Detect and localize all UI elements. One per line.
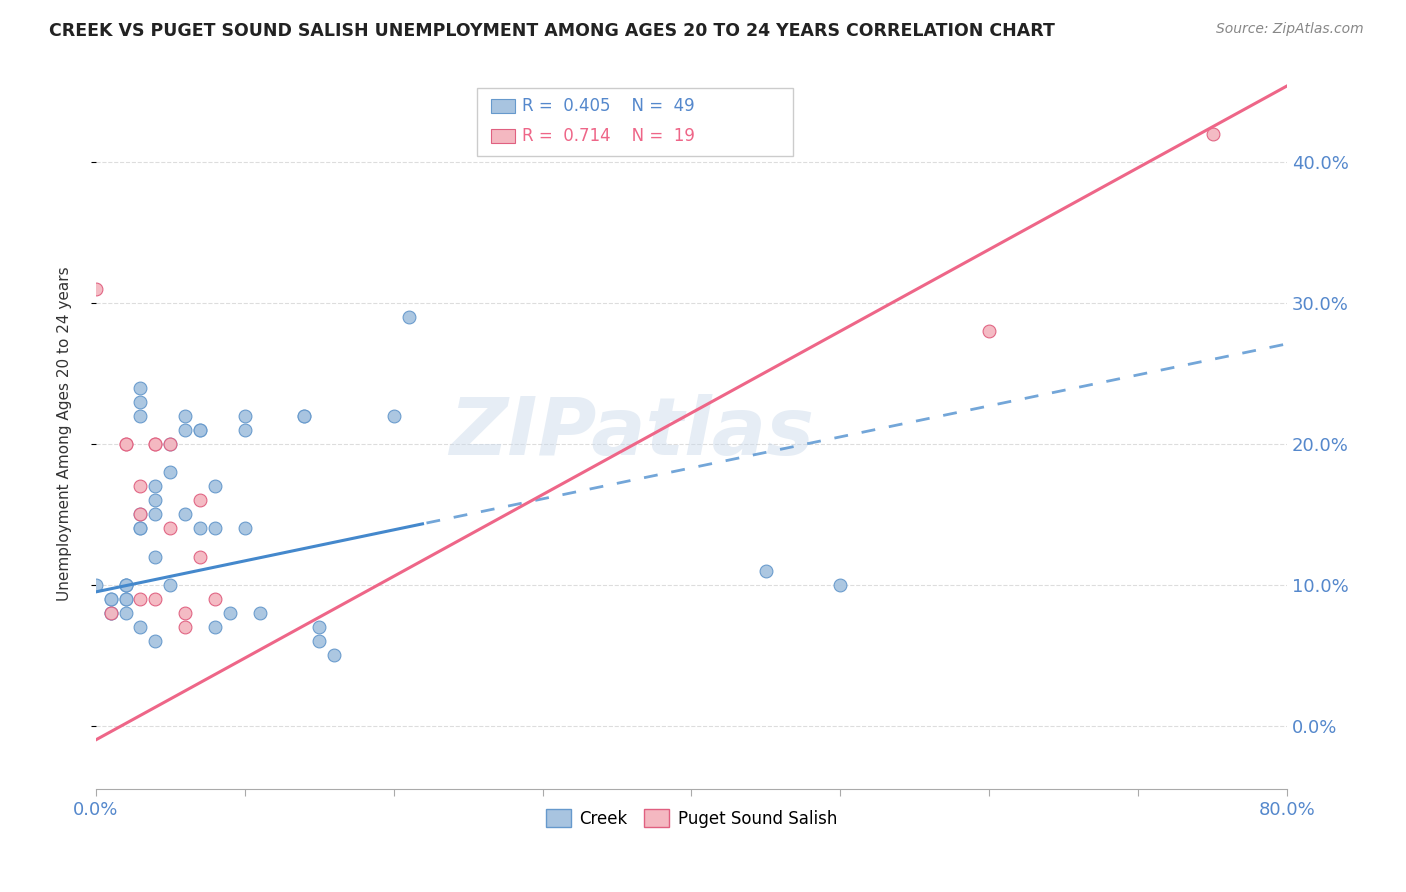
Point	[159, 437, 181, 451]
Point	[159, 465, 181, 479]
Y-axis label: Unemployment Among Ages 20 to 24 years: Unemployment Among Ages 20 to 24 years	[58, 266, 72, 600]
Point	[129, 508, 152, 522]
Point	[129, 508, 152, 522]
Point	[174, 423, 197, 437]
Point	[114, 437, 136, 451]
Point	[100, 591, 122, 606]
Text: R =  0.405    N =  49: R = 0.405 N = 49	[522, 97, 695, 115]
Point	[398, 310, 420, 324]
Text: Source: ZipAtlas.com: Source: ZipAtlas.com	[1216, 22, 1364, 37]
Point	[129, 591, 152, 606]
Point	[233, 423, 256, 437]
Point	[100, 606, 122, 620]
Point	[204, 591, 226, 606]
Point	[143, 493, 166, 508]
Point	[84, 578, 107, 592]
Point	[143, 437, 166, 451]
Point	[308, 620, 330, 634]
Point	[323, 648, 346, 663]
Point	[129, 521, 152, 535]
Point	[159, 578, 181, 592]
Point	[292, 409, 315, 423]
Point	[204, 620, 226, 634]
Point	[143, 634, 166, 648]
Point	[143, 591, 166, 606]
Point	[129, 380, 152, 394]
Point	[129, 479, 152, 493]
Point	[188, 521, 211, 535]
Point	[159, 437, 181, 451]
Point	[755, 564, 778, 578]
Text: R =  0.714    N =  19: R = 0.714 N = 19	[522, 127, 695, 145]
Point	[174, 606, 197, 620]
Point	[188, 549, 211, 564]
Legend: Creek, Puget Sound Salish: Creek, Puget Sound Salish	[540, 803, 844, 834]
FancyBboxPatch shape	[477, 88, 793, 156]
Point	[308, 634, 330, 648]
Point	[129, 394, 152, 409]
Point	[84, 282, 107, 296]
Point	[114, 578, 136, 592]
Bar	[491, 99, 515, 113]
Point	[233, 409, 256, 423]
Point	[174, 409, 197, 423]
Point	[188, 423, 211, 437]
Point	[100, 591, 122, 606]
Point	[129, 620, 152, 634]
Point	[114, 578, 136, 592]
Point	[233, 521, 256, 535]
Point	[100, 606, 122, 620]
Text: ZIPatlas: ZIPatlas	[450, 394, 814, 473]
Point	[129, 521, 152, 535]
Point	[114, 591, 136, 606]
Point	[114, 437, 136, 451]
Point	[204, 521, 226, 535]
Point	[143, 508, 166, 522]
Point	[188, 493, 211, 508]
Text: CREEK VS PUGET SOUND SALISH UNEMPLOYMENT AMONG AGES 20 TO 24 YEARS CORRELATION C: CREEK VS PUGET SOUND SALISH UNEMPLOYMENT…	[49, 22, 1054, 40]
Point	[292, 409, 315, 423]
Point	[114, 591, 136, 606]
Point	[188, 423, 211, 437]
Point	[159, 521, 181, 535]
Point	[143, 549, 166, 564]
Point	[100, 606, 122, 620]
Point	[979, 324, 1001, 338]
Point	[129, 409, 152, 423]
Point	[114, 578, 136, 592]
Point	[1201, 127, 1223, 141]
Point	[382, 409, 405, 423]
Point	[218, 606, 240, 620]
Point	[174, 620, 197, 634]
Bar	[491, 128, 515, 143]
Point	[114, 606, 136, 620]
Point	[143, 437, 166, 451]
Point	[204, 479, 226, 493]
Point	[143, 479, 166, 493]
Point	[249, 606, 271, 620]
Point	[174, 508, 197, 522]
Point	[830, 578, 852, 592]
